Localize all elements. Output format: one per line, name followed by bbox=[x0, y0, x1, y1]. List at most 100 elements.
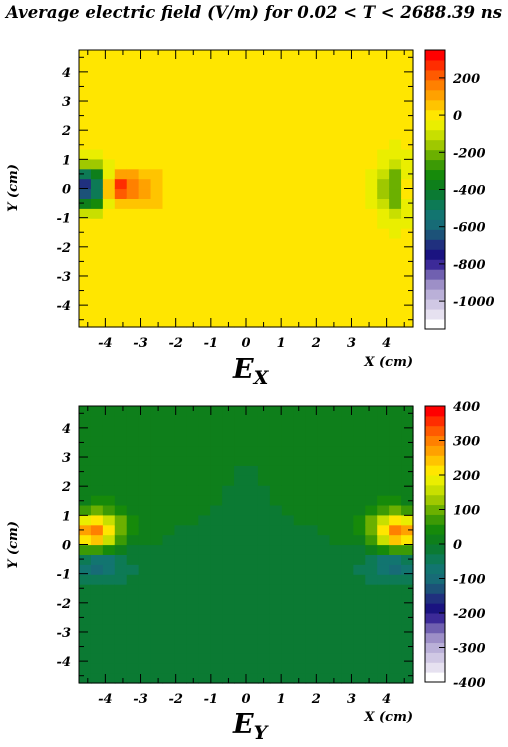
heatmap-cell bbox=[210, 247, 223, 259]
heatmap-cell bbox=[198, 475, 211, 486]
heatmap-cell bbox=[174, 415, 187, 427]
heatmap-cell bbox=[377, 69, 390, 81]
heatmap-cell bbox=[138, 564, 152, 575]
x-tick-label: 0 bbox=[241, 336, 250, 351]
heatmap-cell bbox=[186, 544, 199, 555]
heatmap-cell bbox=[114, 613, 128, 625]
heatmap-cell bbox=[90, 198, 104, 209]
heatmap-cell bbox=[329, 554, 343, 565]
heatmap-cell bbox=[210, 524, 223, 536]
heatmap-cell bbox=[162, 593, 176, 605]
heatmap-cell bbox=[102, 228, 116, 239]
heatmap-cell bbox=[377, 79, 390, 91]
heatmap-cell bbox=[389, 465, 402, 476]
heatmap-cell bbox=[293, 287, 307, 298]
heatmap-cell bbox=[281, 247, 295, 259]
heatmap-cell bbox=[377, 148, 390, 160]
heatmap-cell bbox=[162, 208, 176, 219]
heatmap-cell bbox=[210, 168, 223, 180]
heatmap-cell bbox=[90, 237, 104, 249]
heatmap-cell bbox=[222, 148, 235, 160]
heatmap-cell bbox=[365, 247, 378, 259]
heatmap-cell bbox=[257, 475, 271, 486]
heatmap-cell bbox=[186, 465, 199, 476]
heatmap-cell bbox=[401, 158, 414, 170]
heatmap-cell bbox=[401, 277, 414, 289]
heatmap-cell bbox=[365, 129, 378, 140]
heatmap-cell bbox=[138, 415, 152, 427]
heatmap-cell bbox=[341, 435, 354, 447]
heatmap-cell bbox=[174, 633, 187, 645]
heatmap-cell bbox=[210, 504, 223, 516]
heatmap-cell bbox=[234, 455, 247, 466]
heatmap-cell bbox=[174, 524, 187, 536]
heatmap-cell bbox=[210, 445, 223, 457]
heatmap-cell bbox=[269, 663, 283, 674]
heatmap-cell bbox=[365, 445, 378, 457]
heatmap-cell bbox=[114, 554, 128, 565]
heatmap-cell bbox=[377, 406, 390, 417]
heatmap-cell bbox=[102, 59, 116, 71]
heatmap-cell bbox=[269, 534, 283, 546]
heatmap-cell bbox=[389, 139, 402, 150]
heatmap-cell bbox=[174, 79, 187, 91]
heatmap-cell bbox=[102, 129, 116, 140]
color-bar-tick-label: 200 bbox=[452, 469, 480, 484]
heatmap-cell bbox=[389, 317, 402, 328]
heatmap-cell bbox=[269, 485, 283, 496]
heatmap-cell bbox=[281, 504, 295, 516]
heatmap-cell bbox=[102, 247, 116, 259]
heatmap-cell bbox=[293, 673, 307, 684]
heatmap-cell bbox=[162, 465, 176, 476]
heatmap-cell bbox=[401, 257, 414, 269]
heatmap-cell bbox=[365, 297, 378, 308]
heatmap-cell bbox=[269, 623, 283, 635]
heatmap-cell bbox=[305, 148, 319, 160]
heatmap-cell bbox=[329, 406, 343, 417]
color-bar-tick-label: -200 bbox=[453, 146, 486, 161]
heatmap-cell bbox=[401, 485, 414, 496]
heatmap-cell bbox=[234, 277, 247, 289]
color-bar-band bbox=[425, 169, 445, 181]
heatmap-cell bbox=[174, 277, 187, 289]
color-bar-band bbox=[425, 672, 445, 683]
heatmap-cell bbox=[257, 99, 271, 110]
heatmap-cell bbox=[174, 139, 187, 150]
heatmap-cell bbox=[246, 277, 259, 289]
heatmap-cell bbox=[210, 119, 223, 130]
color-bar-tick-label: 300 bbox=[453, 435, 480, 450]
heatmap-cell bbox=[150, 237, 164, 249]
y-tick-label: -2 bbox=[57, 597, 71, 612]
heatmap-cell bbox=[281, 297, 295, 308]
heatmap-cell bbox=[377, 267, 390, 279]
heatmap-cell bbox=[234, 564, 247, 575]
heatmap-cell bbox=[389, 504, 402, 516]
x-tick-label: -4 bbox=[98, 692, 112, 707]
heatmap-cell bbox=[150, 168, 164, 180]
heatmap-cell bbox=[79, 297, 92, 308]
heatmap-cell bbox=[305, 574, 319, 585]
heatmap-cell bbox=[257, 198, 271, 209]
heatmap-cell bbox=[293, 623, 307, 635]
heatmap-cell bbox=[150, 633, 164, 645]
heatmap-cell bbox=[90, 218, 104, 229]
heatmap-cell bbox=[353, 168, 366, 180]
heatmap-cell bbox=[305, 623, 319, 635]
heatmap-cell bbox=[222, 287, 235, 298]
heatmap-cell bbox=[138, 218, 152, 229]
heatmap-cell bbox=[198, 425, 211, 437]
heatmap-cell bbox=[293, 158, 307, 170]
heatmap-cell bbox=[305, 50, 319, 61]
heatmap-cell bbox=[377, 425, 390, 437]
heatmap-cell bbox=[401, 307, 414, 318]
color-bar-band bbox=[425, 445, 445, 456]
heatmap-cell bbox=[210, 465, 223, 476]
heatmap-cell bbox=[162, 89, 176, 101]
heatmap-cell bbox=[269, 228, 283, 239]
heatmap-cell bbox=[186, 435, 199, 447]
heatmap-cell bbox=[162, 287, 176, 298]
heatmap-cell bbox=[281, 307, 295, 318]
heatmap-cell bbox=[114, 593, 128, 605]
heatmap-cell bbox=[317, 504, 331, 516]
